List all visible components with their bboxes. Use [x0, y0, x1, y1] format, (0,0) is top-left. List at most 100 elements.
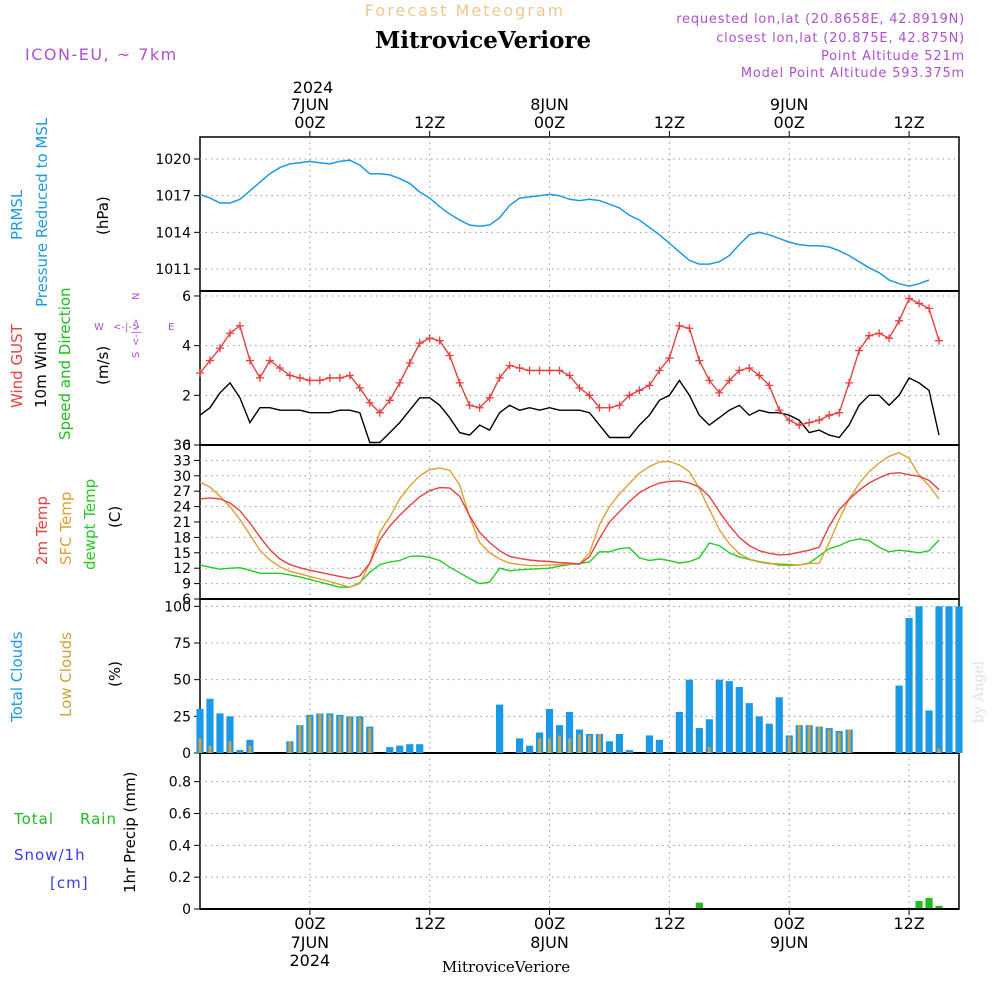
- y-tick-label: 0.6: [169, 806, 191, 822]
- gust-marker: [765, 381, 774, 390]
- x-tick-label-top: 12Z: [414, 113, 445, 132]
- gust-marker: [895, 316, 904, 325]
- gust-marker: [705, 376, 714, 385]
- gust-marker: [385, 396, 394, 405]
- total-label: Total: [13, 810, 54, 828]
- total-cloud-bar: [765, 723, 773, 753]
- gust-marker: [235, 321, 244, 330]
- plot-layer: 1011101410171020024669121518212427303336…: [155, 95, 963, 970]
- y-tick-label: 12: [173, 561, 191, 577]
- temp-labels: 2m Temp SFC Temp dewpt Temp (C): [33, 479, 124, 570]
- low-cloud-bar: [837, 732, 841, 753]
- rain-bar: [935, 905, 943, 909]
- gust-marker: [625, 391, 634, 400]
- gust-marker: [735, 366, 744, 375]
- gust-marker: [775, 406, 784, 415]
- dewpt-temp-label: dewpt Temp: [81, 479, 99, 570]
- y-tick-label: 100: [164, 599, 191, 615]
- ms-label: (m/s): [94, 346, 112, 385]
- total-cloud-bar: [905, 618, 913, 753]
- gust-marker: [365, 398, 374, 407]
- y-tick-label: 6: [182, 592, 191, 608]
- gust-marker: [845, 378, 854, 387]
- low-cloud-bar: [548, 738, 551, 753]
- low-cloud-bar: [358, 717, 362, 753]
- wind-gust-line: [199, 297, 940, 426]
- total-cloud-bar: [705, 719, 713, 753]
- low-cloud-bar: [568, 738, 571, 753]
- compass-arrow-v: <-|->: [131, 319, 142, 346]
- gust-marker: [305, 376, 314, 385]
- low-cloud-bar: [598, 733, 601, 753]
- low-cloud-bar: [817, 726, 821, 753]
- total-cloud-bar: [925, 710, 933, 753]
- closest-coords: closest lon,lat (20.875E, 42.875N): [716, 31, 965, 46]
- sfc-temp-label: SFC Temp: [57, 492, 75, 565]
- x-tick-label-top: 00Z: [534, 113, 565, 132]
- low-cloud-bar: [208, 745, 212, 753]
- gust-marker: [875, 329, 884, 338]
- low-cloud-bar: [348, 716, 352, 753]
- total-cloud-bar: [685, 679, 693, 753]
- gust-marker: [495, 373, 504, 382]
- total-cloud-bar: [605, 741, 614, 753]
- y-tick-label: 2: [182, 388, 191, 404]
- gust-marker: [455, 378, 464, 387]
- prmsl-label: PRMSL: [8, 189, 26, 240]
- y-tick-label: 1014: [155, 225, 191, 241]
- x-date-label-bottom: 8JUN: [530, 933, 569, 952]
- gust-marker: [275, 364, 284, 372]
- snow-label: Snow/1h: [14, 846, 86, 864]
- compass-s: S: [131, 352, 142, 358]
- low-cloud-bar: [338, 716, 342, 753]
- y-tick-label: 9: [182, 577, 191, 593]
- total-cloud-bar: [735, 687, 743, 753]
- gust-marker: [935, 336, 944, 345]
- gust-marker: [475, 403, 484, 412]
- gust-marker: [535, 366, 544, 375]
- gust-marker: [345, 371, 354, 380]
- gust-marker: [335, 373, 344, 382]
- panel-frame-wind: [199, 290, 960, 446]
- total-cloud-bar: [525, 745, 534, 753]
- gust-marker: [745, 364, 754, 372]
- pressure-line: [199, 159, 930, 287]
- gust-marker: [545, 366, 554, 375]
- wind-gust-label: Wind GUST: [8, 323, 26, 408]
- y-tick-label: 21: [173, 515, 191, 531]
- low-cloud-bar: [248, 745, 252, 753]
- gust-marker: [395, 378, 404, 387]
- low-cloud-bar: [558, 735, 561, 753]
- y-tick-label: 1020: [155, 152, 191, 168]
- y-tick-label: 27: [173, 484, 191, 500]
- gust-marker: [205, 356, 214, 365]
- point-altitude: Point Altitude 521m: [821, 49, 965, 64]
- y-tick-label: 50: [173, 673, 191, 689]
- total-cloud-bar: [645, 735, 654, 753]
- low-cloud-bar: [538, 738, 541, 753]
- gust-marker: [196, 368, 204, 377]
- gust-marker: [635, 386, 644, 395]
- gust-marker: [615, 401, 624, 410]
- total-cloud-bar: [895, 685, 903, 753]
- y-tick-label: 25: [173, 709, 191, 725]
- x-tick-label-top: 12Z: [893, 113, 924, 132]
- cm-label: [cm]: [50, 874, 89, 892]
- gust-marker: [785, 416, 794, 425]
- low-cloud-bar: [198, 738, 202, 753]
- gust-marker: [915, 299, 924, 308]
- compass-w: W: [94, 322, 104, 333]
- gust-marker: [265, 356, 274, 365]
- gust-marker: [755, 371, 764, 380]
- gust-marker: [225, 329, 234, 338]
- low-cloud-bar: [578, 733, 581, 753]
- x-date-label-bottom: 7JUN: [291, 933, 330, 952]
- low-cloud-bar: [707, 747, 711, 753]
- low-cloud-bar: [318, 713, 322, 753]
- total-cloud-bar: [416, 744, 424, 753]
- gust-marker: [255, 373, 264, 382]
- y-tick-label: 33: [173, 453, 191, 469]
- x-date-label-top: 8JUN: [530, 95, 569, 114]
- low-cloud-bar: [288, 741, 292, 753]
- gust-marker: [855, 346, 864, 355]
